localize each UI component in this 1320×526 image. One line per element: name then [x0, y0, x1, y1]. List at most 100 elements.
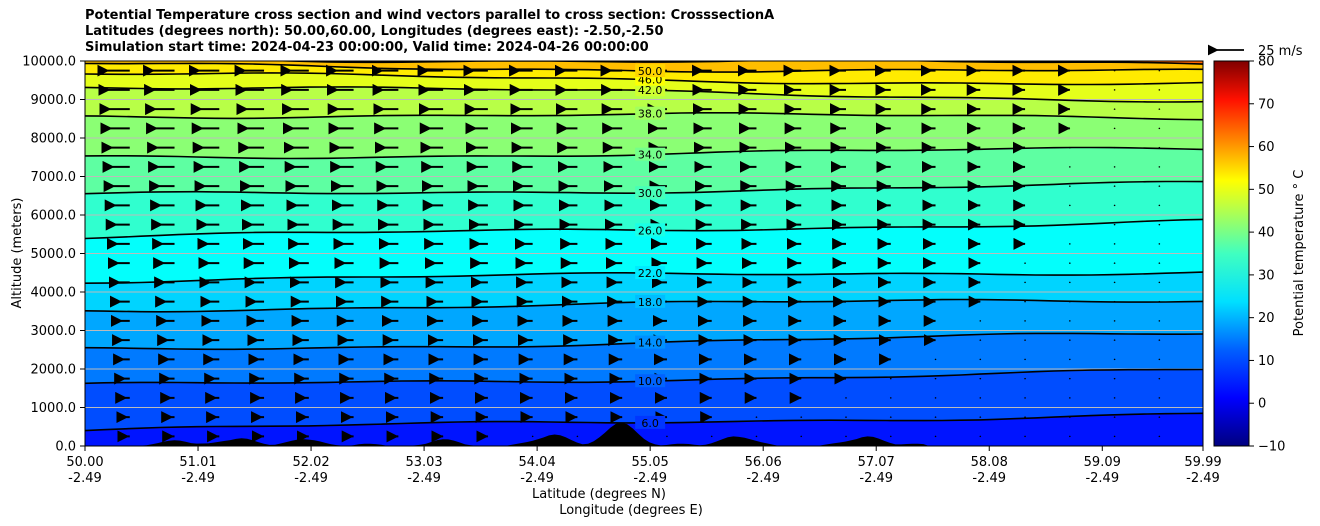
y-tick-label: 4000.0 [31, 286, 77, 301]
wind-dot [979, 358, 982, 361]
wind-dot [1158, 377, 1161, 380]
contour-label-bg [635, 106, 666, 120]
x-tick-label-lat: 54.04 [519, 455, 556, 470]
wind-dot [1203, 301, 1205, 303]
wind-dot [1203, 224, 1205, 226]
wind-dot [1069, 243, 1071, 245]
wind-dot [1158, 320, 1161, 322]
colorbar-tick-label: 40 [1258, 226, 1275, 241]
contour-line [268, 61, 1203, 65]
wind-vectors [97, 64, 1205, 443]
wind-dot [1158, 243, 1161, 245]
x-axis-label-lat: Latitude (degrees N) [532, 487, 666, 502]
wind-dot [1158, 262, 1161, 264]
wind-dot [1158, 108, 1161, 110]
wind-dot [1113, 320, 1116, 322]
wind-dot [1203, 378, 1205, 380]
wind-dot [576, 435, 579, 438]
wind-dot [1113, 166, 1116, 168]
wind-dot [934, 397, 937, 399]
wind-dot [979, 435, 982, 438]
contour-label-bg [635, 186, 666, 200]
x-tick-label-lon: -2.49 [1085, 471, 1119, 486]
colorbar-tick-label: 20 [1258, 311, 1275, 326]
contour-label: 14.0 [638, 337, 663, 350]
wind-dot [1203, 436, 1205, 438]
wind-dot [1113, 281, 1116, 284]
y-tick-label: 2000.0 [31, 363, 77, 378]
wind-dot [1203, 397, 1205, 399]
wind-dot [1024, 377, 1026, 380]
y-tick-label: 6000.0 [31, 209, 77, 224]
wind-dot [1024, 300, 1026, 303]
x-tick-label-lat: 55.05 [632, 455, 669, 470]
contour-label-bg [635, 266, 666, 280]
colorbar-label: Potential temperature ° C [1292, 170, 1307, 337]
wind-dot [1203, 128, 1205, 130]
contour-label: 30.0 [638, 187, 663, 200]
wind-dot [1158, 204, 1161, 207]
contour-label-bg [635, 374, 666, 388]
x-tick-label-lat: 56.06 [745, 455, 782, 470]
x-tick-label-lat: 50.00 [66, 455, 103, 470]
colorbar-tick-label: 70 [1258, 97, 1275, 112]
wind-dot [666, 435, 668, 438]
x-tick-label-lon: -2.49 [859, 471, 893, 486]
x-tick-label-lat: 52.02 [292, 455, 329, 470]
wind-dot [1113, 108, 1116, 110]
terrain [85, 422, 1203, 446]
contour-label-bg [635, 335, 666, 349]
colorbar-tick-label: 50 [1258, 183, 1275, 198]
wind-dot [1024, 320, 1026, 322]
x-tick-label-lat: 57.07 [858, 455, 895, 470]
wind-dot [1069, 435, 1071, 438]
y-tick-label: 8000.0 [31, 132, 77, 147]
y-tick-label: 9000.0 [31, 93, 77, 108]
colorbar-tick-label: 60 [1258, 140, 1275, 155]
wind-dot [1158, 358, 1161, 361]
x-tick-label-lat: 59.09 [1084, 455, 1121, 470]
contour-label: 42.0 [638, 84, 663, 97]
wind-dot [1113, 416, 1116, 418]
colorbar-ticks: −10 0 10 20 30 40 50 60 70 80 [1249, 55, 1285, 455]
wind-dot [1024, 358, 1026, 361]
wind-dot [1069, 339, 1071, 341]
wind-dot [1113, 300, 1116, 303]
wind-dot [1158, 166, 1161, 168]
colorbar: −10 0 10 20 30 40 50 60 70 80 Potential temperatu… [1213, 55, 1307, 455]
contour-label-bg [635, 223, 666, 237]
y-tick-label: 7000.0 [31, 170, 77, 185]
wind-dot [1113, 435, 1116, 438]
x-tick-label-lon: -2.49 [181, 471, 215, 486]
wind-dot [889, 377, 892, 380]
wind-dot [1024, 397, 1026, 399]
wind-dot [979, 320, 982, 322]
x-tick-label-lon: -2.49 [972, 471, 1006, 486]
y-tick-label: 3000.0 [31, 324, 77, 339]
wind-dot [845, 397, 847, 399]
wind-dot [1024, 416, 1026, 418]
wind-dot [1113, 377, 1116, 380]
wind-dot [934, 416, 937, 418]
contour-label: 38.0 [638, 108, 663, 121]
y-axis-label: Altitude (meters) [10, 198, 25, 309]
fill-band-bottom [85, 413, 1203, 446]
wind-dot [934, 377, 937, 380]
wind-dot [1203, 89, 1205, 91]
contour-label-bg [635, 64, 666, 78]
wind-dot [800, 416, 803, 418]
wind-dot [1113, 223, 1116, 226]
wind-dot [1069, 300, 1071, 303]
wind-dot [1203, 70, 1205, 72]
x-axis-label-lon: Longitude (degrees E) [559, 503, 703, 518]
y-tick-label: 5000.0 [31, 247, 77, 262]
y-tick-label: 0.0 [55, 440, 76, 455]
wind-dot [845, 416, 847, 418]
wind-dot [1113, 69, 1116, 72]
wind-dot [1158, 223, 1161, 226]
wind-dot [800, 435, 803, 438]
x-tick-label-lon: -2.49 [746, 471, 780, 486]
contour-label: 26.0 [638, 224, 663, 237]
wind-dot [979, 377, 982, 380]
contour-label: 50.0 [638, 65, 663, 78]
